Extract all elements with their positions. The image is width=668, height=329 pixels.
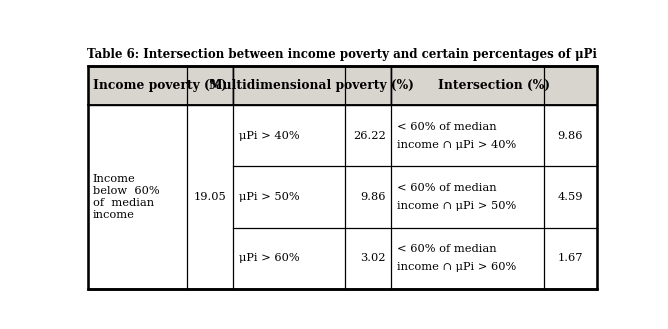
Text: Table 6: Intersection between income poverty and certain percentages of μPi: Table 6: Intersection between income pov… bbox=[88, 48, 597, 61]
Bar bbox=[88, 66, 233, 105]
Text: income ∩ μPi > 50%: income ∩ μPi > 50% bbox=[397, 201, 516, 211]
Text: Income poverty (%): Income poverty (%) bbox=[94, 79, 227, 92]
Bar bbox=[88, 66, 597, 289]
Text: 4.59: 4.59 bbox=[558, 192, 583, 202]
Text: 19.05: 19.05 bbox=[194, 192, 226, 202]
Text: below  60%: below 60% bbox=[93, 186, 160, 196]
Text: income ∩ μPi > 60%: income ∩ μPi > 60% bbox=[397, 263, 516, 272]
Text: 3.02: 3.02 bbox=[360, 253, 385, 263]
Text: 1.67: 1.67 bbox=[558, 253, 583, 263]
Text: Income: Income bbox=[93, 174, 136, 184]
Text: < 60% of median: < 60% of median bbox=[397, 244, 496, 254]
Text: income: income bbox=[93, 210, 135, 220]
Text: of  median: of median bbox=[93, 198, 154, 208]
Text: < 60% of median: < 60% of median bbox=[397, 122, 496, 132]
Bar bbox=[391, 66, 597, 105]
Text: μPi > 60%: μPi > 60% bbox=[239, 253, 300, 263]
Text: < 60% of median: < 60% of median bbox=[397, 183, 496, 193]
Bar bbox=[233, 66, 391, 105]
Text: 9.86: 9.86 bbox=[360, 192, 385, 202]
Text: μPi > 50%: μPi > 50% bbox=[239, 192, 300, 202]
Text: 9.86: 9.86 bbox=[558, 131, 583, 141]
Text: 26.22: 26.22 bbox=[353, 131, 385, 141]
Text: income ∩ μPi > 40%: income ∩ μPi > 40% bbox=[397, 140, 516, 150]
Text: Multidimensional poverty (%): Multidimensional poverty (%) bbox=[209, 79, 414, 92]
Text: Intersection (%): Intersection (%) bbox=[438, 79, 550, 92]
Bar bbox=[88, 105, 597, 289]
Text: μPi > 40%: μPi > 40% bbox=[239, 131, 300, 141]
